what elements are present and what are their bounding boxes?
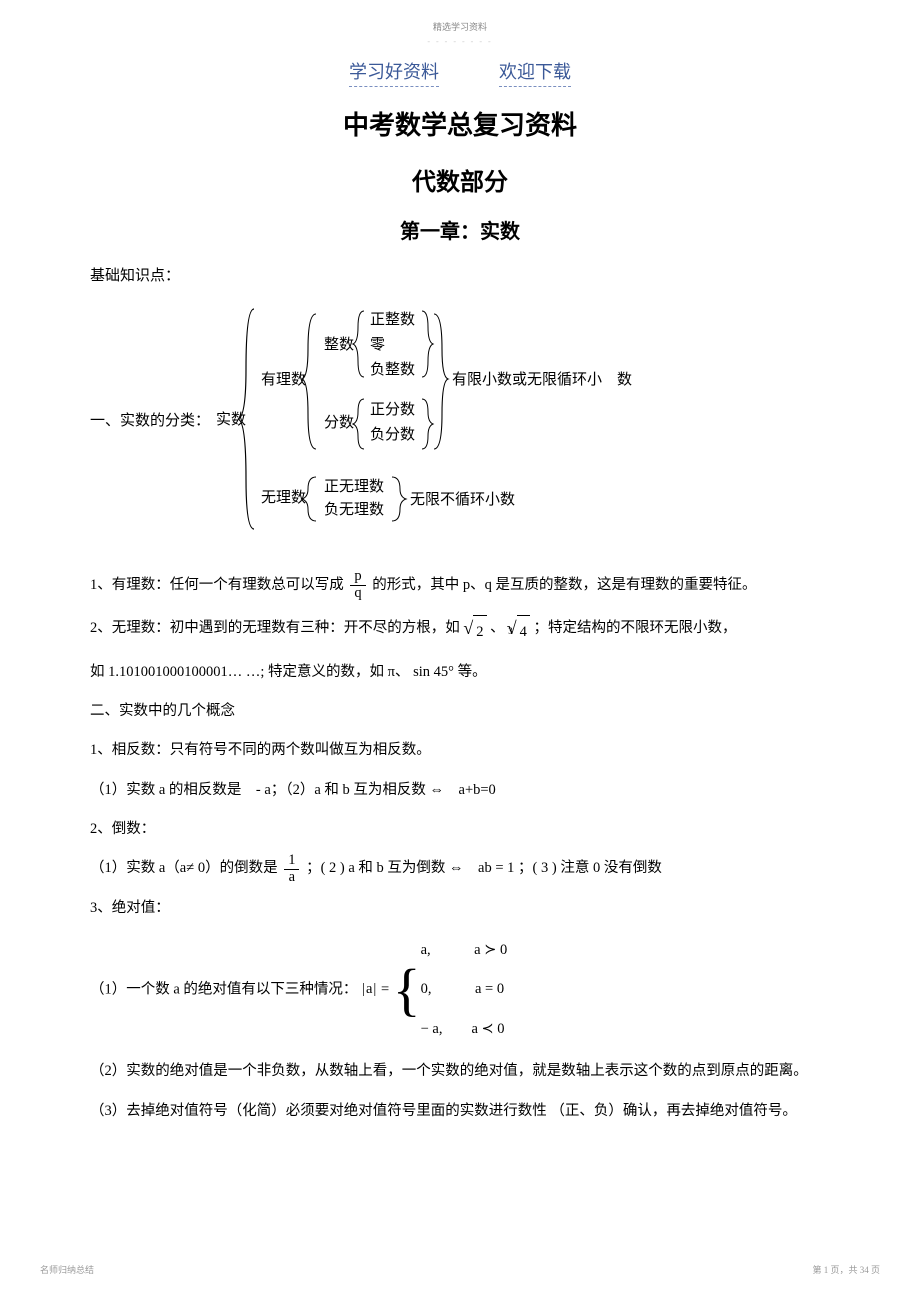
frac-1a: 1 a <box>284 853 299 886</box>
link-right: 欢迎下载 <box>499 58 571 87</box>
case-r3: − a, a ≺ 0 <box>421 1010 508 1049</box>
svg-text:整数: 整数 <box>324 336 354 353</box>
svg-text:实数: 实数 <box>216 411 246 428</box>
svg-text:分数: 分数 <box>324 414 354 431</box>
para-2: 2、无理数：初中遇到的无理数有三种：开不尽的方根，如 √2 、 3√4 ；特定结… <box>90 608 830 649</box>
svg-text:负无理数: 负无理数 <box>324 501 384 518</box>
abs-cases: { a, a ≻ 0 0, a = 0 − a, a ≺ 0 <box>393 931 508 1049</box>
footer-left: 名师归纳总结 <box>40 1263 94 1276</box>
title-chapter: 第一章：实数 <box>90 215 830 244</box>
sqrt2-val: 2 <box>473 615 486 649</box>
section-base: 基础知识点： <box>90 264 830 285</box>
svg-text:正无理数: 正无理数 <box>324 478 384 495</box>
sqrt-2: √2 <box>463 608 486 649</box>
p8-before: （1）一个数 a 的绝对值有以下三种情况： <box>90 981 357 997</box>
abs-a: |a| <box>361 973 377 1006</box>
frac-1a-num: 1 <box>284 853 299 870</box>
svg-text:无限不循环小数: 无限不循环小数 <box>410 491 515 508</box>
para-8: （1）一个数 a 的绝对值有以下三种情况： |a| = { a, a ≻ 0 0… <box>90 931 830 1049</box>
svg-text:有限小数或无限循环小 数: 有限小数或无限循环小 数 <box>452 371 632 388</box>
tree-svg: 实数 有理数 整数 正整数 零 负整数 分数 正分数 负分数 有限小数或无限循环… <box>216 299 816 539</box>
title-main: 中考数学总复习资料 <box>90 105 830 142</box>
svg-text:正整数: 正整数 <box>370 311 415 328</box>
p2-mid: 、 <box>490 620 505 636</box>
top-dots: - - - - - - - - <box>90 37 830 46</box>
top-small-header: 精选学习资料 <box>90 20 830 33</box>
cbrt-4: 3√4 <box>508 608 530 649</box>
section-one-label: 一、实数的分类： <box>90 409 210 430</box>
para-5: 2、倒数： <box>90 813 830 846</box>
p1-before: 1、有理数：任何一个有理数总可以写成 <box>90 577 347 593</box>
link-left: 学习好资料 <box>349 58 439 87</box>
abs-a-val: a <box>366 973 372 1006</box>
classification-tree: 一、实数的分类： 实数 有理数 整数 正整数 零 负整数 分数 正分数 负分数 … <box>90 299 830 539</box>
svg-text:无理数: 无理数 <box>261 489 306 506</box>
frac-pq-num: p <box>350 569 365 586</box>
para-1: 1、有理数：任何一个有理数总可以写成 p q 的形式，其中 p、q 是互质的整数… <box>90 569 830 602</box>
frac-1a-den: a <box>284 870 299 886</box>
footer-right: 第 1 页，共 34 页 <box>812 1263 880 1276</box>
p2-before: 2、无理数：初中遇到的无理数有三种：开不尽的方根，如 <box>90 620 463 636</box>
para-4: （1）实数 a 的相反数是 - a；（2）a 和 b 互为相反数 ⇔ a+b=0 <box>90 774 830 807</box>
case-r2: 0, a = 0 <box>421 970 508 1009</box>
para-7: 3、绝对值： <box>90 892 830 925</box>
para-2b: 如 1.101001000100001… …; 特定意义的数，如 π、 sin … <box>90 656 830 689</box>
para-10: （3）去掉绝对值符号（化简）必须要对绝对值符号里面的实数进行数性 （正、负）确认… <box>90 1095 830 1128</box>
svg-text:负分数: 负分数 <box>370 426 415 443</box>
svg-text:有理数: 有理数 <box>261 371 306 388</box>
para-3: 1、相反数：只有符号不同的两个数叫做互为相反数。 <box>90 734 830 767</box>
p1-after: 的形式，其中 p、q 是互质的整数，这是有理数的重要特征。 <box>372 577 756 593</box>
frac-pq: p q <box>350 569 365 602</box>
p6-after: ；( 2 ) a 和 b 互为倒数 ⇔ ab = 1 ；( 3 ) 注意 0 没… <box>306 860 662 876</box>
p2-after: ；特定结构的不限环无限小数， <box>534 620 737 636</box>
title-sub: 代数部分 <box>90 162 830 197</box>
svg-text:正分数: 正分数 <box>370 401 415 418</box>
svg-text:零: 零 <box>370 337 385 353</box>
equals: = <box>381 981 393 997</box>
svg-text:负整数: 负整数 <box>370 361 415 378</box>
section-two: 二、实数中的几个概念 <box>90 695 830 728</box>
header-links: 学习好资料 欢迎下载 <box>90 58 830 87</box>
para-9: （2）实数的绝对值是一个非负数，从数轴上看，一个实数的绝对值，就是数轴上表示这个… <box>90 1055 830 1088</box>
para-6: （1）实数 a（a≠ 0）的倒数是 1 a ；( 2 ) a 和 b 互为倒数 … <box>90 852 830 885</box>
page-footer: 名师归纳总结 第 1 页，共 34 页 <box>0 1263 920 1276</box>
cbrt4-val: 4 <box>517 615 530 649</box>
frac-pq-den: q <box>350 586 365 602</box>
p6-before: （1）实数 a（a≠ 0）的倒数是 <box>90 860 281 876</box>
case-r1: a, a ≻ 0 <box>421 931 508 970</box>
